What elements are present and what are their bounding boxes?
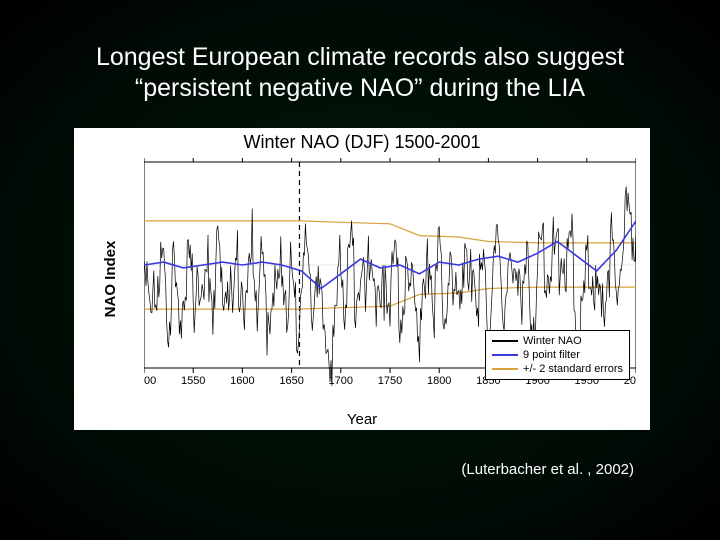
legend-label: 9 point filter [523, 349, 580, 361]
legend-item: Winter NAO [492, 334, 623, 348]
svg-text:1600: 1600 [230, 375, 254, 386]
svg-text:1500: 1500 [144, 375, 156, 386]
svg-text:1550: 1550 [181, 375, 205, 386]
title-line1: Longest European climate records also su… [96, 43, 624, 71]
chart-title: Winter NAO (DJF) 1500-2001 [74, 132, 650, 153]
legend-swatch [492, 354, 518, 356]
legend-swatch [492, 340, 518, 342]
legend-item: 9 point filter [492, 348, 623, 362]
svg-text:1750: 1750 [378, 375, 402, 386]
citation: (Luterbacher et al. , 2002) [461, 461, 634, 478]
legend-label: Winter NAO [523, 335, 582, 347]
legend: Winter NAO 9 point filter +/- 2 standard e… [485, 330, 630, 380]
y-axis-label: NAO Index [102, 241, 119, 318]
svg-text:1800: 1800 [427, 375, 451, 386]
slide-title: Longest European climate records also su… [50, 42, 670, 105]
legend-label: +/- 2 standard errors [523, 363, 623, 375]
plot-area: -3-2-10123150015501600165017001750180018… [144, 158, 636, 386]
title-line2: “persistent negative NAO” during the LIA [135, 74, 585, 102]
svg-text:1650: 1650 [279, 375, 303, 386]
chart-panel: Winter NAO (DJF) 1500-2001 NAO Index -3-… [74, 128, 650, 430]
legend-swatch [492, 368, 518, 370]
legend-item: +/- 2 standard errors [492, 362, 623, 376]
x-axis-label: Year [74, 411, 650, 428]
